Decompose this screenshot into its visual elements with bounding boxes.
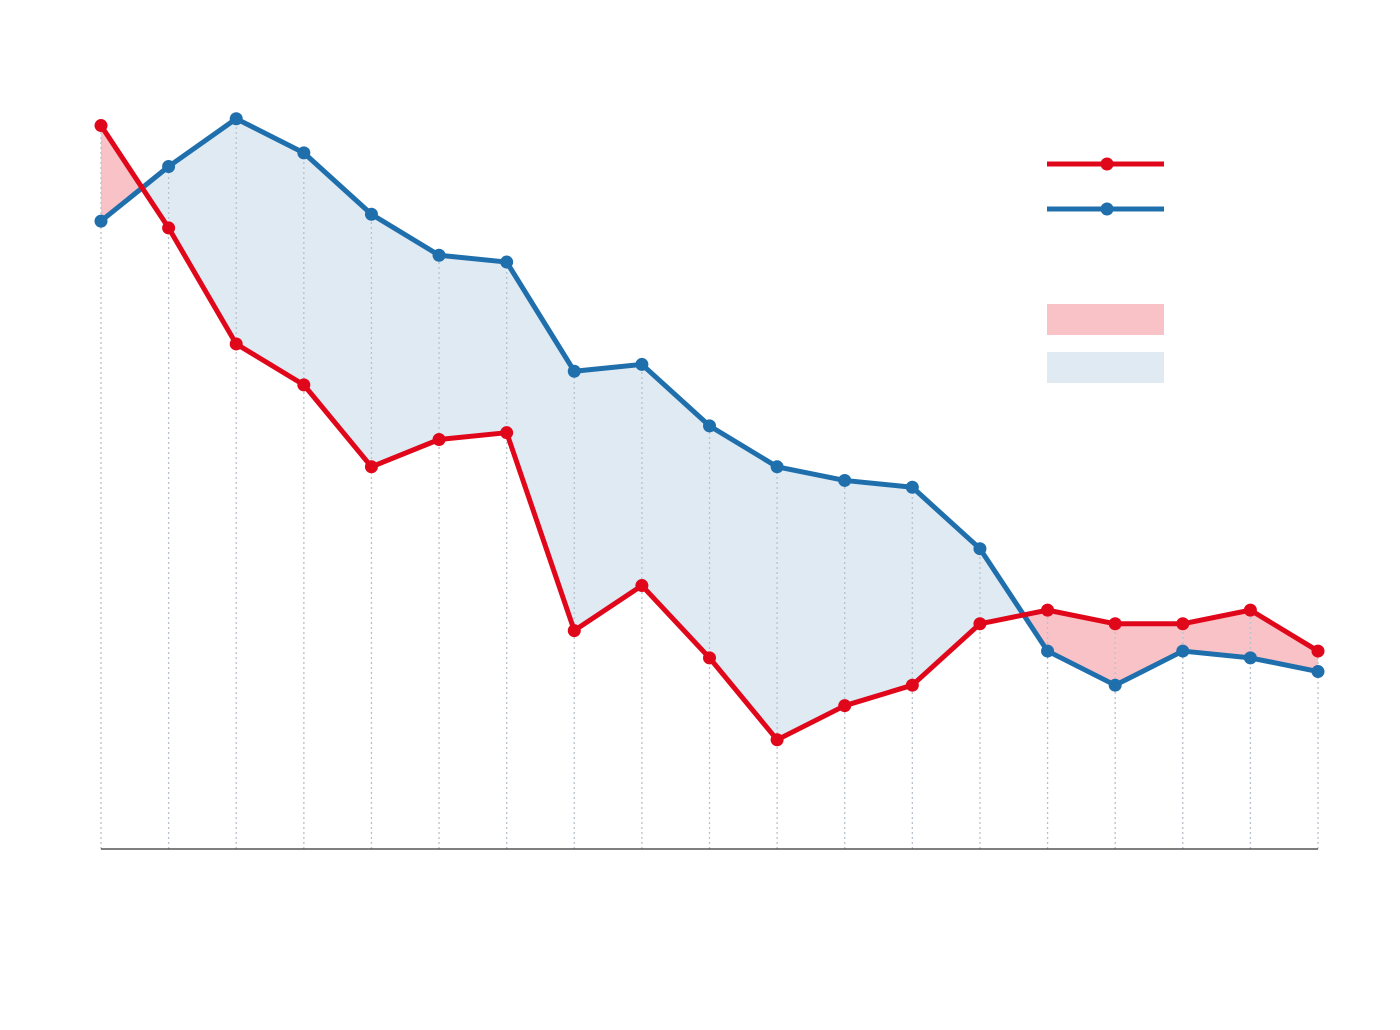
data-point-blue [973, 542, 987, 556]
data-point-red [635, 579, 649, 593]
vertical-gridlines [100, 118, 1319, 849]
difference-fill-segment [101, 125, 143, 222]
data-point-blue [770, 460, 784, 474]
data-point-blue [635, 357, 649, 371]
difference-fill-segment [777, 466, 845, 740]
data-point-blue [364, 207, 378, 221]
data-point-blue [905, 480, 919, 494]
difference-fill-segment [1250, 610, 1318, 672]
data-point-red [1041, 603, 1055, 617]
data-point-red [162, 221, 176, 235]
difference-fill-segment [641, 364, 710, 658]
data-point-red [1108, 617, 1122, 631]
data-point-red [1176, 617, 1190, 631]
difference-fill-segment [142, 166, 169, 228]
data-point-blue [1041, 644, 1055, 658]
data-point-blue [1176, 644, 1190, 658]
data-point-red [432, 433, 446, 446]
data-point-blue [1108, 678, 1122, 692]
data-point-blue [1243, 651, 1257, 665]
difference-fill-segment [574, 364, 642, 631]
data-point-red [567, 624, 581, 638]
difference-fill-segment [303, 152, 372, 467]
series-markers [94, 112, 1325, 747]
data-point-blue [703, 419, 716, 433]
data-point-red [973, 617, 987, 631]
data-point-red [838, 699, 852, 713]
data-point-blue [94, 214, 108, 228]
difference-fill-segment [709, 425, 778, 740]
data-point-blue [500, 255, 514, 269]
difference-fill-segment [1047, 610, 1116, 686]
data-point-blue [838, 473, 852, 487]
data-point-red [297, 378, 311, 392]
legend-marker-red [1100, 157, 1114, 171]
data-point-red [1243, 603, 1257, 617]
data-point-red [229, 337, 243, 351]
data-point-blue [229, 112, 243, 126]
data-point-blue [162, 160, 176, 173]
data-point-blue [432, 248, 446, 262]
data-point-red [770, 733, 784, 747]
legend [1047, 157, 1164, 383]
difference-fill-segment [912, 487, 980, 686]
data-point-red [364, 460, 378, 474]
data-point-red [1311, 644, 1325, 658]
difference-fill-segment [439, 255, 507, 440]
data-point-red [94, 119, 108, 133]
data-point-blue [1311, 665, 1325, 679]
data-point-red [905, 678, 919, 692]
difference-fill-segment [844, 480, 913, 706]
legend-swatch-blue-above [1047, 352, 1164, 383]
legend-marker-blue [1100, 202, 1114, 216]
data-point-blue [567, 364, 581, 378]
difference-fill-segment [168, 118, 237, 344]
difference-fill-segment [236, 118, 304, 385]
data-point-red [703, 651, 716, 665]
data-point-blue [297, 146, 311, 160]
legend-swatch-red-above [1047, 304, 1164, 335]
difference-fill-segment [506, 262, 575, 631]
difference-fill-segment [1115, 623, 1183, 686]
data-point-red [500, 426, 514, 440]
difference-fill-segment [371, 214, 440, 467]
